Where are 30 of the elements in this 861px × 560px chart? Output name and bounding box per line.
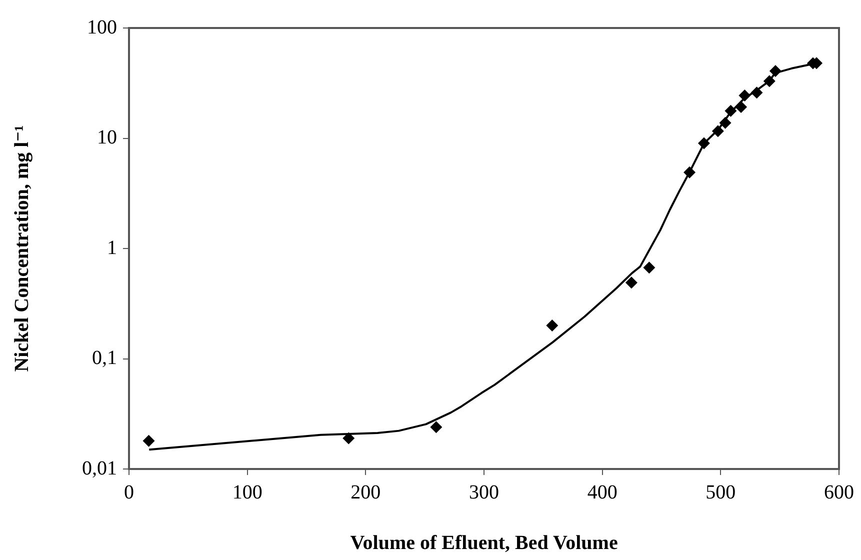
y-axis-title: Nickel Concentration, mg l⁻¹ — [11, 125, 34, 372]
y-tick-label: 0,1 — [92, 347, 117, 369]
point — [430, 421, 442, 434]
y-tick-label: 100 — [87, 16, 117, 38]
y-tick-label: 1 — [107, 236, 117, 259]
x-tick-label: 200 — [350, 481, 381, 504]
x-tick-label: 500 — [706, 481, 736, 504]
point — [342, 432, 355, 444]
point — [724, 104, 737, 117]
point — [735, 101, 748, 114]
x-tick-label: 0 — [124, 481, 134, 504]
point — [769, 65, 782, 78]
x-tick-label: 600 — [824, 481, 854, 504]
x-tick-label: 300 — [469, 481, 499, 504]
x-axis-title: Volume of Efluent, Bed Volume — [350, 532, 618, 554]
point — [738, 90, 751, 102]
y-tick-label: 0,01 — [82, 457, 117, 480]
point — [719, 116, 732, 129]
point — [643, 262, 656, 274]
point — [750, 86, 763, 99]
point — [763, 75, 776, 88]
point — [625, 276, 638, 289]
point — [142, 434, 155, 447]
x-tick-label: 100 — [232, 481, 262, 504]
y-tick-label: 10 — [97, 126, 117, 148]
point — [698, 137, 710, 150]
x-tick-label: 400 — [587, 481, 618, 504]
point — [546, 320, 558, 332]
point — [684, 166, 696, 178]
point — [712, 125, 724, 138]
